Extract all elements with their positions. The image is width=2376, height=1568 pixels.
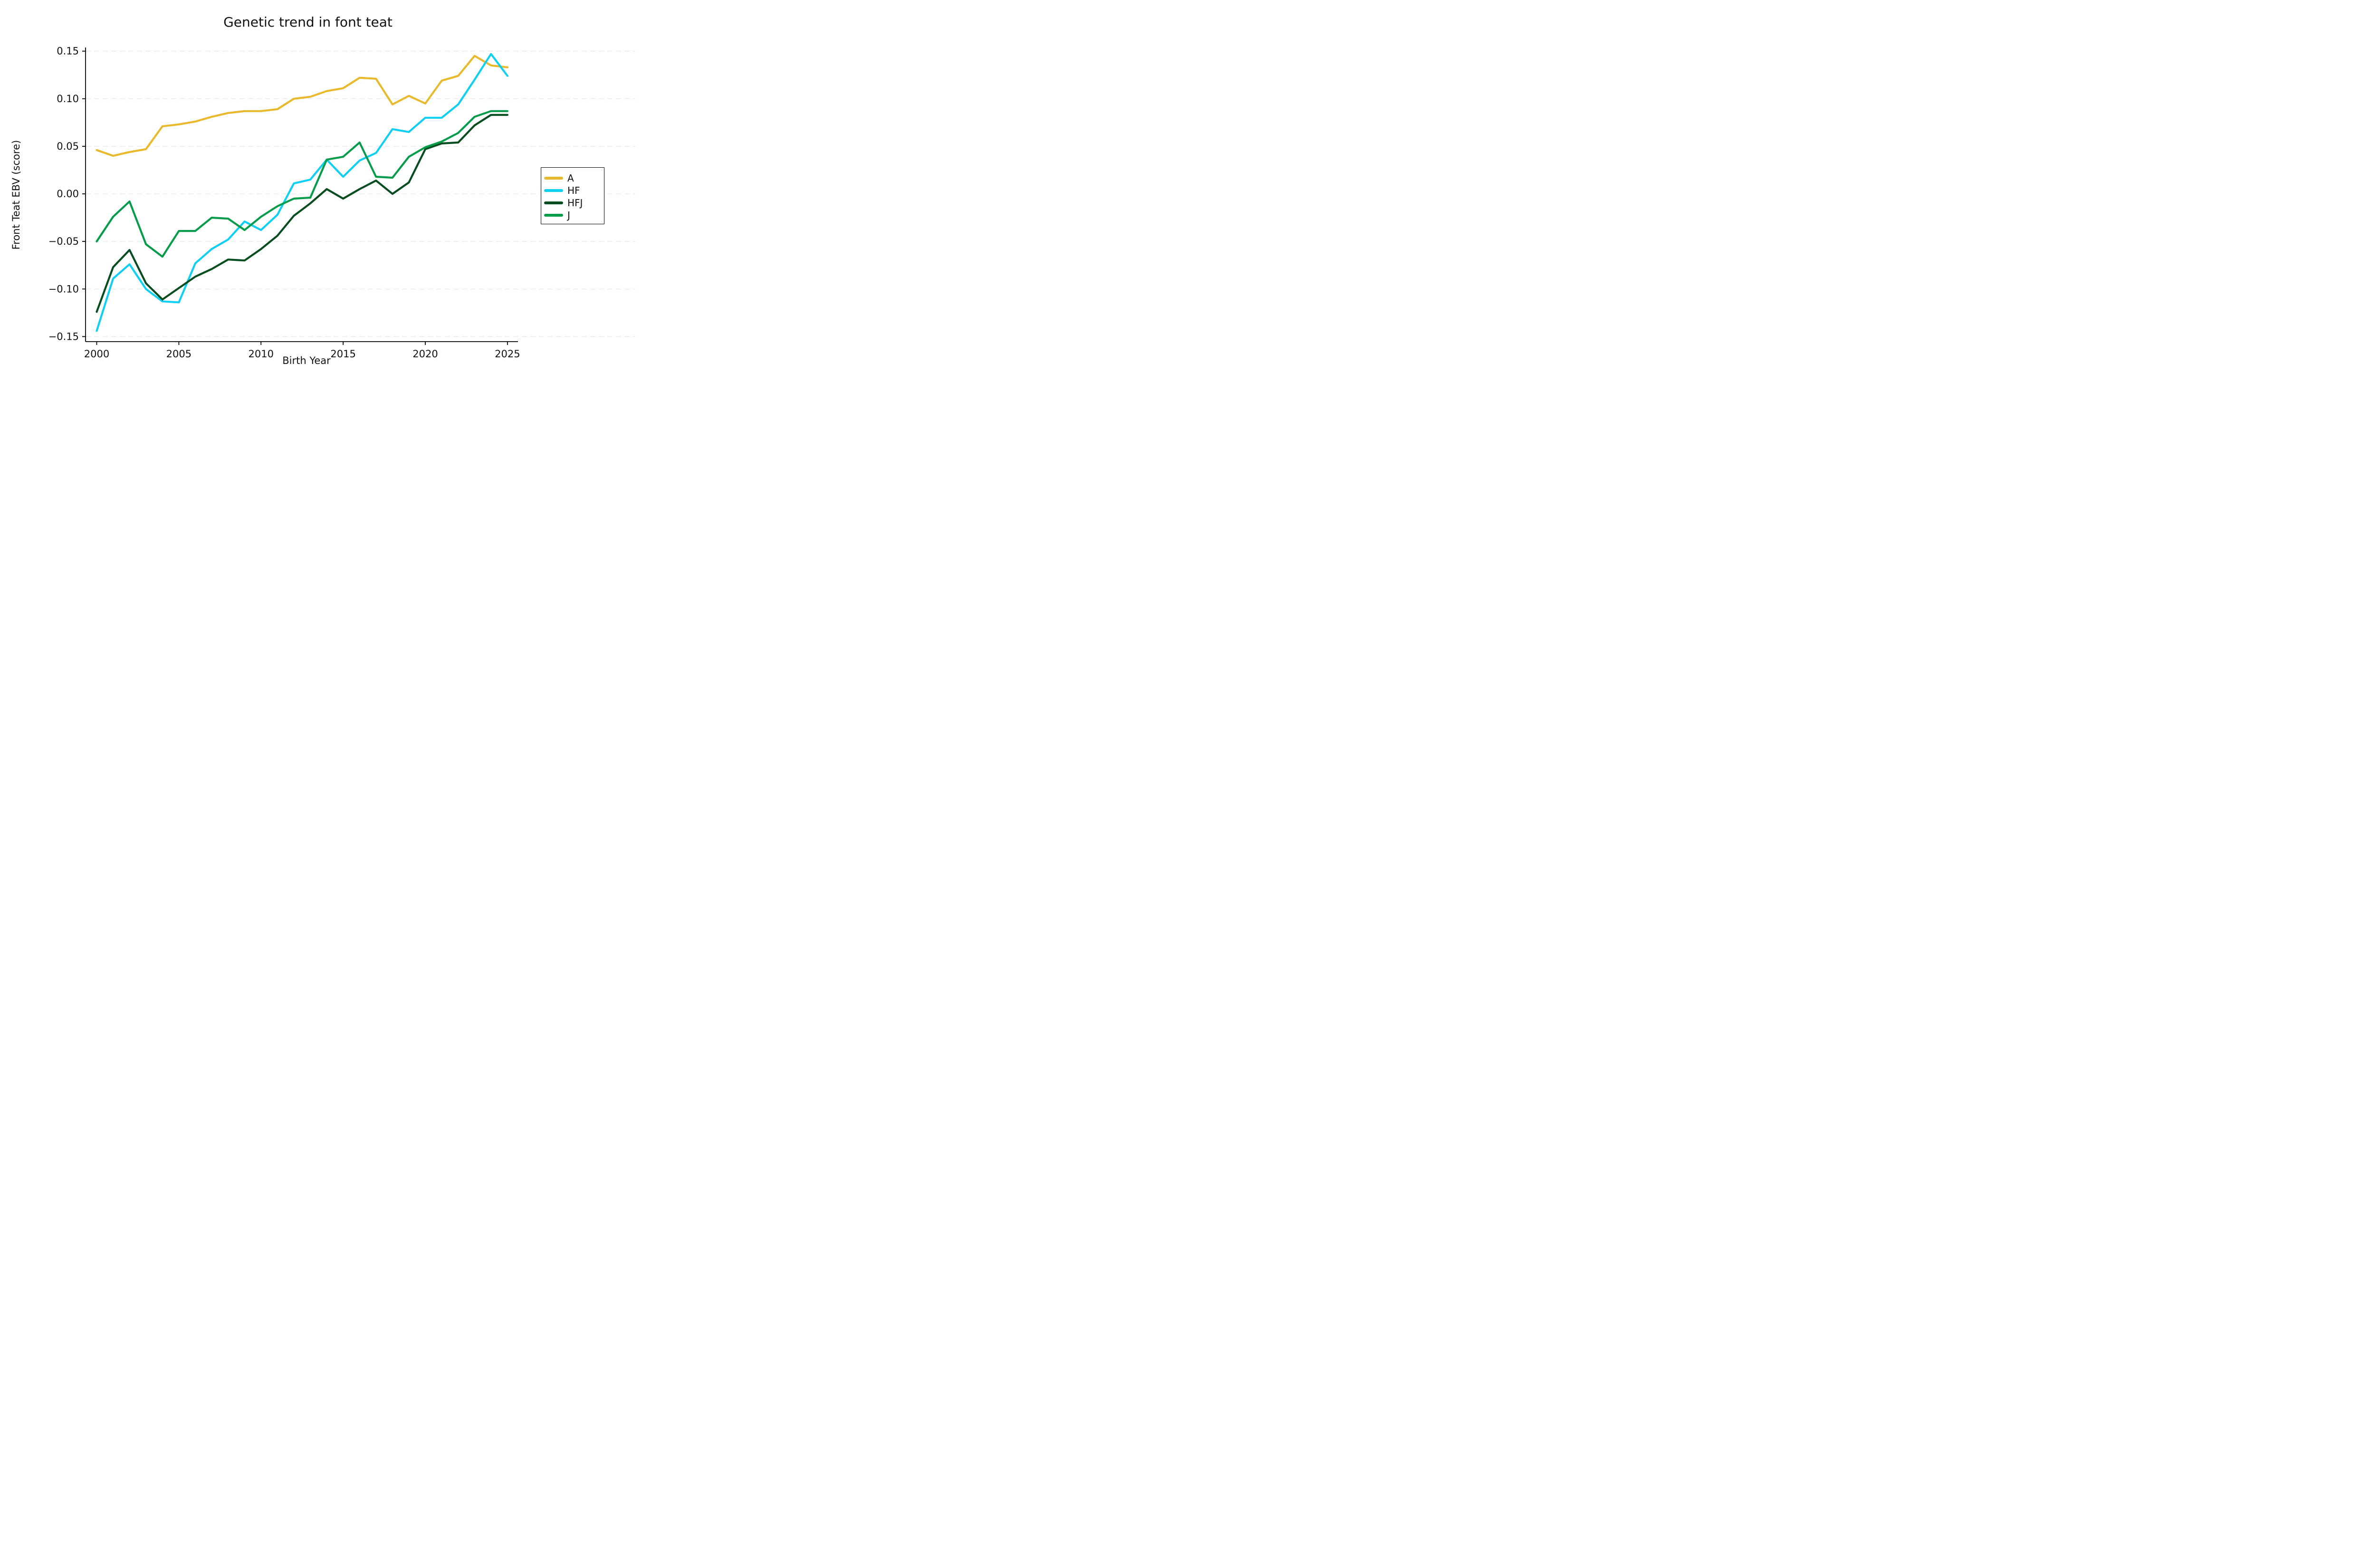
legend-label-j: J xyxy=(567,210,570,221)
x-tick-label-2015: 2015 xyxy=(330,348,355,360)
legend-item-j: J xyxy=(544,209,604,221)
plot-area: 0.15 0.10 0.05 0.00 −0.05 −0.10 −0.15 2000 2005 2… xyxy=(48,46,635,360)
y-tick-label-0.10: 0.10 xyxy=(57,93,79,105)
legend-line-swatch-hf xyxy=(544,189,563,192)
x-tick-label-2005: 2005 xyxy=(166,348,192,360)
x-tick-label-2020: 2020 xyxy=(412,348,438,360)
x-tick-label-2010: 2010 xyxy=(249,348,274,360)
series-line-a xyxy=(96,55,509,157)
legend-line-swatch-a xyxy=(544,177,563,180)
legend-item-hfj: HFJ xyxy=(544,197,604,209)
legend-item-hf: HF xyxy=(544,184,604,197)
y-axis-label: Front Teat EBV (score) xyxy=(10,140,22,250)
y-tick-label-−0.10: −0.10 xyxy=(48,283,79,295)
legend-label-hf: HF xyxy=(567,185,580,196)
y-tick-label-0.15: 0.15 xyxy=(57,46,79,57)
series-line-j xyxy=(96,110,509,258)
series-line-hfj xyxy=(96,114,509,313)
x-axis-label: Birth Year xyxy=(282,355,331,366)
y-tick-label-0.00: 0.00 xyxy=(57,188,79,200)
y-tick-label-−0.15: −0.15 xyxy=(48,331,79,342)
legend-label-hfj: HFJ xyxy=(567,197,583,209)
series-line-hf xyxy=(96,53,509,332)
x-tick-label-2000: 2000 xyxy=(84,348,109,360)
legend-line-swatch-j xyxy=(544,214,563,217)
chart-title: Genetic trend in font teat xyxy=(223,14,393,30)
x-tick-label-2025: 2025 xyxy=(495,348,520,360)
y-tick-label-−0.05: −0.05 xyxy=(48,236,79,247)
legend: A HF HFJ J xyxy=(541,167,604,224)
legend-item-a: A xyxy=(544,172,604,184)
figure: 0.15 0.10 0.05 0.00 −0.05 −0.10 −0.15 2000 2005 2… xyxy=(0,0,642,392)
legend-line-swatch-hfj xyxy=(544,201,563,204)
y-tick-label-0.05: 0.05 xyxy=(57,141,79,152)
legend-label-a: A xyxy=(567,172,574,184)
